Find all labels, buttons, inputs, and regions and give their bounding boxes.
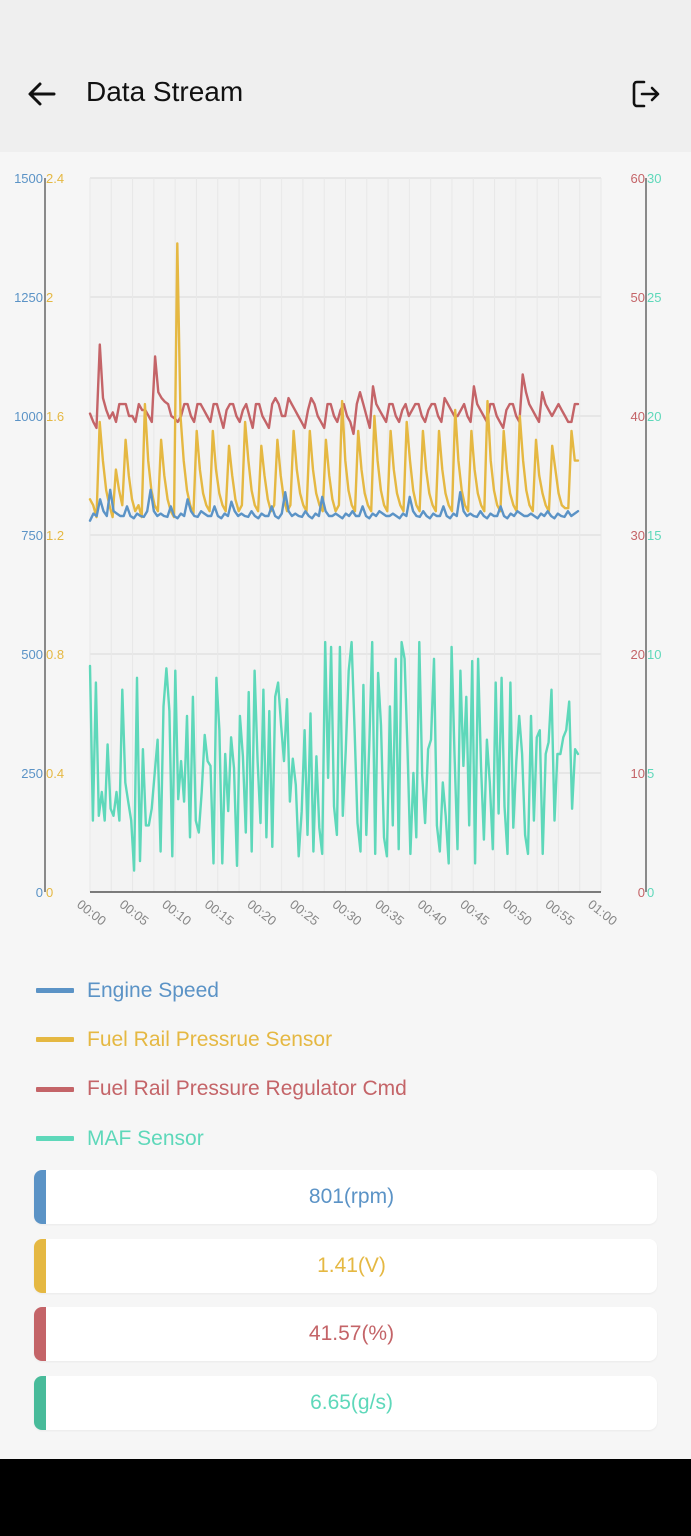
y-tick-label-fuel-rail-regulator: 20 [631, 647, 645, 662]
legend-label: Fuel Rail Pressrue Sensor [87, 1027, 333, 1051]
y-tick-label-maf: 20 [647, 409, 661, 424]
reading-color-bar [34, 1238, 46, 1293]
legend-label: Fuel Rail Pressure Regulator Cmd [87, 1077, 407, 1101]
y-tick-label-fuel-rail-regulator: 0 [638, 885, 645, 900]
reading-value: 801(rpm) [308, 1185, 395, 1208]
y-tick-label-maf: 30 [647, 171, 661, 186]
y-tick-label-fuel-rail-regulator: 10 [631, 766, 645, 781]
legend-label: Engine Speed [87, 978, 219, 1002]
app-bar: Data Stream [0, 56, 691, 152]
y-tick-label-engine-speed: 750 [21, 528, 43, 543]
x-tick-label: 00:55 [543, 897, 578, 929]
reading-value: 41.57(%) [308, 1322, 395, 1345]
x-tick-label: 00:15 [202, 897, 237, 929]
legend-swatch [36, 988, 74, 994]
y-tick-label-engine-speed: 1250 [14, 290, 43, 305]
chart-legend: Engine Speed Fuel Rail Pressrue Sensor Fue… [36, 966, 656, 1163]
y-tick-label-maf: 10 [647, 647, 661, 662]
y-tick-label-maf: 5 [647, 766, 654, 781]
legend-item-maf[interactable]: MAF Sensor [36, 1114, 656, 1163]
x-tick-label: 00:35 [372, 897, 407, 929]
legend-item-engine-speed[interactable]: Engine Speed [36, 966, 656, 1015]
y-tick-label-fuel-rail-sensor: 2.4 [46, 171, 64, 186]
y-tick-label-fuel-rail-regulator: 50 [631, 290, 645, 305]
reading-value: 1.41(V) [317, 1253, 386, 1277]
legend-item-fuel-rail-regulator[interactable]: Fuel Rail Pressure Regulator Cmd [36, 1065, 656, 1114]
system-nav-bar [0, 1459, 691, 1536]
legend-swatch [36, 1086, 74, 1092]
y-tick-label-maf: 25 [647, 290, 661, 305]
y-tick-label-fuel-rail-regulator: 40 [631, 409, 645, 424]
page-title: Data Stream [86, 76, 244, 107]
y-tick-label-fuel-rail-regulator: 60 [631, 171, 645, 186]
x-tick-label: 00:00 [74, 897, 109, 929]
x-tick-label: 00:50 [500, 897, 535, 929]
x-tick-label: 00:40 [415, 897, 450, 929]
exit-button[interactable] [624, 72, 668, 116]
x-tick-label: 01:00 [585, 897, 620, 929]
reading-card-engine-speed: 801(rpm) [34, 1170, 657, 1224]
y-tick-label-fuel-rail-sensor: 0.8 [46, 647, 64, 662]
current-readings: 801(rpm) 1.41(V) 41.57(%) 6.65(g/s) [34, 1170, 657, 1444]
reading-color-bar [34, 1375, 46, 1430]
chart-area: 0 250 500 750 1000 1250 1500 0 0.4 0.8 1.2 1.6 2 2.4 0… [0, 152, 691, 942]
data-stream-chart: 025050075010001250150000.40.81.21.622.40… [14, 171, 661, 929]
x-tick-label: 00:10 [159, 897, 194, 929]
y-tick-label-maf: 0 [647, 885, 654, 900]
y-tick-label-engine-speed: 1000 [14, 409, 43, 424]
logout-icon [632, 80, 660, 108]
y-tick-label-fuel-rail-regulator: 30 [631, 528, 645, 543]
legend-label: MAF Sensor [87, 1126, 204, 1150]
reading-card-maf: 6.65(g/s) [34, 1375, 657, 1430]
y-tick-label-fuel-rail-sensor: 1.2 [46, 528, 64, 543]
arrow-left-icon [28, 82, 56, 106]
y-tick-label-engine-speed: 250 [21, 766, 43, 781]
y-tick-label-fuel-rail-sensor: 1.6 [46, 409, 64, 424]
reading-color-bar [34, 1307, 46, 1361]
reading-value: 6.65(g/s) [310, 1390, 393, 1414]
series-line-fuel-rail-sensor [88, 242, 580, 519]
series-line-maf [88, 640, 580, 872]
legend-swatch [36, 1136, 74, 1142]
status-bar [0, 0, 691, 56]
x-tick-label: 00:45 [457, 897, 492, 929]
back-button[interactable] [20, 72, 64, 116]
y-tick-label-engine-speed: 500 [21, 647, 43, 662]
y-tick-label-fuel-rail-sensor: 0 [46, 885, 53, 900]
y-tick-label-engine-speed: 0 [36, 885, 43, 900]
x-tick-label: 00:05 [117, 897, 152, 929]
series-line-fuel-rail-regulator [88, 343, 580, 436]
x-tick-label: 00:30 [330, 897, 365, 929]
reading-card-fuel-rail-sensor: 1.41(V) [34, 1238, 657, 1293]
y-tick-label-fuel-rail-sensor: 2 [46, 290, 53, 305]
y-tick-label-fuel-rail-sensor: 0.4 [46, 766, 64, 781]
y-tick-label-maf: 15 [647, 528, 661, 543]
legend-swatch [36, 1037, 74, 1043]
legend-item-fuel-rail-sensor[interactable]: Fuel Rail Pressrue Sensor [36, 1015, 656, 1064]
series-line-engine-speed [88, 488, 580, 522]
reading-color-bar [34, 1170, 46, 1224]
x-tick-label: 00:25 [287, 897, 322, 929]
y-tick-label-engine-speed: 1500 [14, 171, 43, 186]
reading-card-fuel-rail-regulator: 41.57(%) [34, 1307, 657, 1361]
x-tick-label: 00:20 [244, 897, 279, 929]
